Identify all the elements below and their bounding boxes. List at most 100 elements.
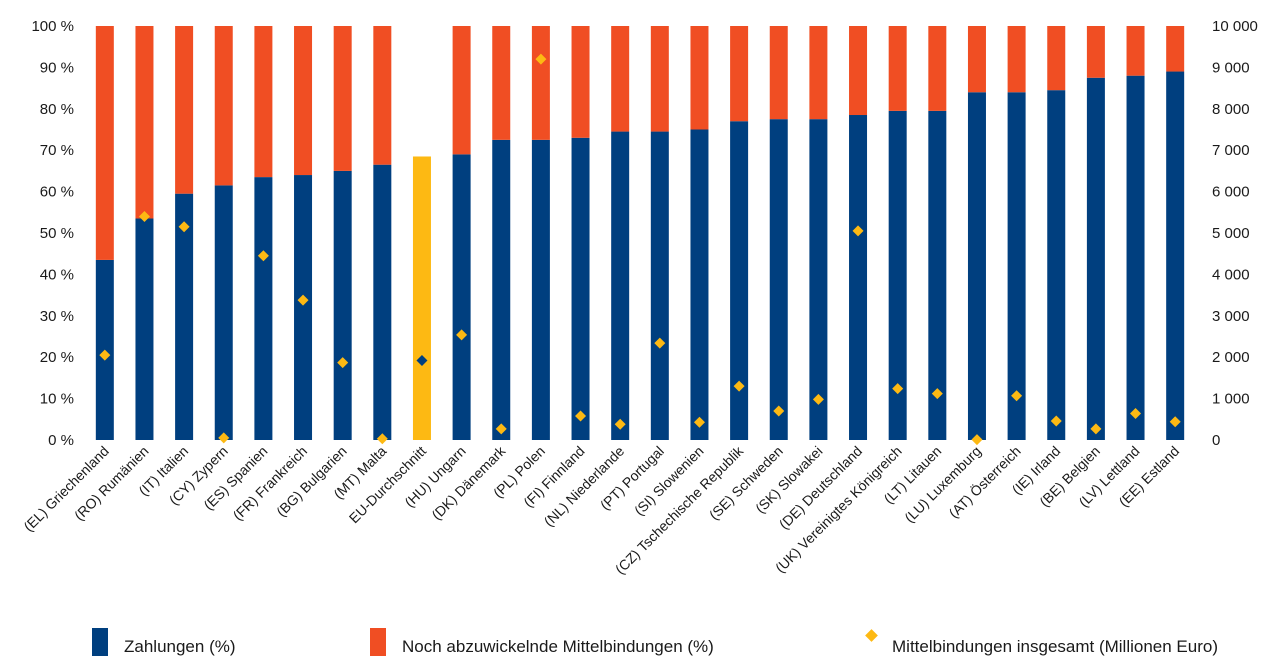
bar-payments bbox=[1047, 90, 1066, 441]
bar-payments bbox=[531, 139, 550, 440]
bar-outstanding bbox=[333, 26, 352, 171]
legend-item-outstanding: Noch abzuwickelnde Mittelbindungen (%) bbox=[370, 618, 714, 656]
bar-payments bbox=[1126, 75, 1145, 441]
total-marker bbox=[1011, 390, 1023, 402]
total-marker bbox=[1130, 408, 1142, 420]
y-left-tick-label: 20 % bbox=[40, 349, 74, 366]
bar-outstanding bbox=[1047, 26, 1066, 91]
total-marker bbox=[178, 221, 190, 233]
bar-outstanding bbox=[373, 26, 392, 165]
bar-outstanding bbox=[571, 26, 590, 138]
y-left-tick-label: 60 % bbox=[40, 184, 74, 201]
bar-payments bbox=[967, 92, 986, 441]
bar-outstanding bbox=[730, 26, 749, 122]
bar-outstanding bbox=[690, 26, 709, 130]
y-right-tick-label: 5 000 bbox=[1212, 225, 1250, 242]
total-marker bbox=[495, 423, 507, 435]
bar-outstanding bbox=[452, 26, 471, 155]
bar-outstanding bbox=[95, 26, 114, 260]
total-marker bbox=[812, 393, 824, 405]
bar-outstanding bbox=[1166, 26, 1185, 72]
total-marker bbox=[971, 434, 983, 446]
bar-outstanding bbox=[175, 26, 194, 194]
y-right-tick-label: 8 000 bbox=[1212, 101, 1250, 118]
y-left-tick-label: 50 % bbox=[40, 225, 74, 242]
bar-payments bbox=[492, 139, 511, 440]
total-marker bbox=[337, 357, 349, 369]
bar-outstanding bbox=[849, 26, 868, 116]
y-right-tick-label: 10 000 bbox=[1212, 18, 1258, 35]
bar-outstanding bbox=[650, 26, 669, 132]
y-left-tick-label: 30 % bbox=[40, 308, 74, 325]
bar-outstanding bbox=[1007, 26, 1026, 93]
legend-item-total: Mittelbindungen insgesamt (Millionen Eur… bbox=[863, 618, 1218, 656]
y-right-tick-label: 2 000 bbox=[1212, 349, 1250, 366]
total-marker bbox=[852, 225, 864, 237]
y-left-tick-label: 10 % bbox=[40, 391, 74, 408]
bar-outstanding bbox=[1086, 26, 1105, 78]
bar-outstanding bbox=[492, 26, 511, 140]
bar-outstanding bbox=[214, 26, 233, 186]
y-right-tick-label: 0 bbox=[1212, 432, 1220, 449]
bar-payments bbox=[373, 164, 392, 440]
y-left-tick-label: 40 % bbox=[40, 266, 74, 283]
bar-outstanding bbox=[809, 26, 828, 120]
stacked-bar-chart: 0 % 10 % 20 % 30 % 40 % 50 % 60 % 70 % 80 % 90 % 1… bbox=[20, 18, 1258, 577]
bar-payments bbox=[412, 156, 431, 440]
y-right-tick-label: 7 000 bbox=[1212, 142, 1250, 159]
bar-payments bbox=[611, 131, 630, 440]
total-marker bbox=[773, 405, 785, 417]
legend-swatch-outstanding bbox=[370, 628, 386, 656]
bar-outstanding bbox=[1126, 26, 1145, 76]
bar-outstanding bbox=[135, 26, 154, 219]
total-marker bbox=[99, 349, 111, 361]
bar-outstanding bbox=[531, 26, 550, 140]
bar-payments bbox=[888, 110, 907, 441]
bar-payments bbox=[135, 218, 154, 440]
total-marker bbox=[257, 250, 269, 262]
bar-payments bbox=[849, 115, 868, 440]
bar-outstanding bbox=[928, 26, 947, 111]
legend-label-payments: Zahlungen (%) bbox=[124, 637, 236, 656]
y-right-tick-label: 1 000 bbox=[1212, 391, 1250, 408]
bar-payments bbox=[214, 185, 233, 440]
total-marker bbox=[614, 418, 626, 430]
bar-payments bbox=[1086, 77, 1105, 440]
legend-item-payments: Zahlungen (%) bbox=[92, 618, 236, 656]
bar-payments bbox=[928, 110, 947, 441]
bar-outstanding bbox=[294, 26, 313, 176]
bar-payments bbox=[254, 177, 273, 441]
bar-payments bbox=[650, 131, 669, 440]
y-right-tick-label: 6 000 bbox=[1212, 184, 1250, 201]
legend-label-outstanding: Noch abzuwickelnde Mittelbindungen (%) bbox=[402, 637, 714, 656]
total-marker bbox=[575, 410, 587, 422]
total-marker bbox=[892, 383, 904, 395]
bar-outstanding bbox=[888, 26, 907, 111]
y-right-tick-label: 4 000 bbox=[1212, 266, 1250, 283]
bar-payments bbox=[769, 119, 788, 441]
y-left-tick-label: 90 % bbox=[40, 59, 74, 76]
bar-payments bbox=[452, 154, 471, 440]
bar-outstanding bbox=[769, 26, 788, 120]
category-label: (BG) Bulgarien bbox=[273, 443, 350, 520]
bar-payments bbox=[175, 193, 194, 440]
total-marker bbox=[416, 355, 428, 367]
bar-payments bbox=[294, 175, 313, 441]
bar-payments bbox=[1007, 92, 1026, 441]
total-marker bbox=[693, 416, 705, 428]
bar-outstanding bbox=[611, 26, 630, 132]
total-marker bbox=[733, 380, 745, 392]
y-left-tick-label: 70 % bbox=[40, 142, 74, 159]
bar-outstanding bbox=[412, 26, 431, 157]
y-left-tick-label: 100 % bbox=[31, 18, 74, 35]
bar-payments bbox=[333, 170, 352, 440]
category-label: (SI) Slowenien bbox=[631, 443, 707, 519]
total-marker bbox=[297, 294, 309, 306]
total-marker bbox=[218, 432, 230, 444]
legend-swatch-payments bbox=[92, 628, 108, 656]
y-right-tick-label: 3 000 bbox=[1212, 308, 1250, 325]
bar-payments bbox=[730, 121, 749, 440]
total-marker bbox=[1050, 415, 1062, 427]
legend-label-total: Mittelbindungen insgesamt (Millionen Eur… bbox=[892, 637, 1218, 656]
total-marker bbox=[1169, 416, 1181, 428]
